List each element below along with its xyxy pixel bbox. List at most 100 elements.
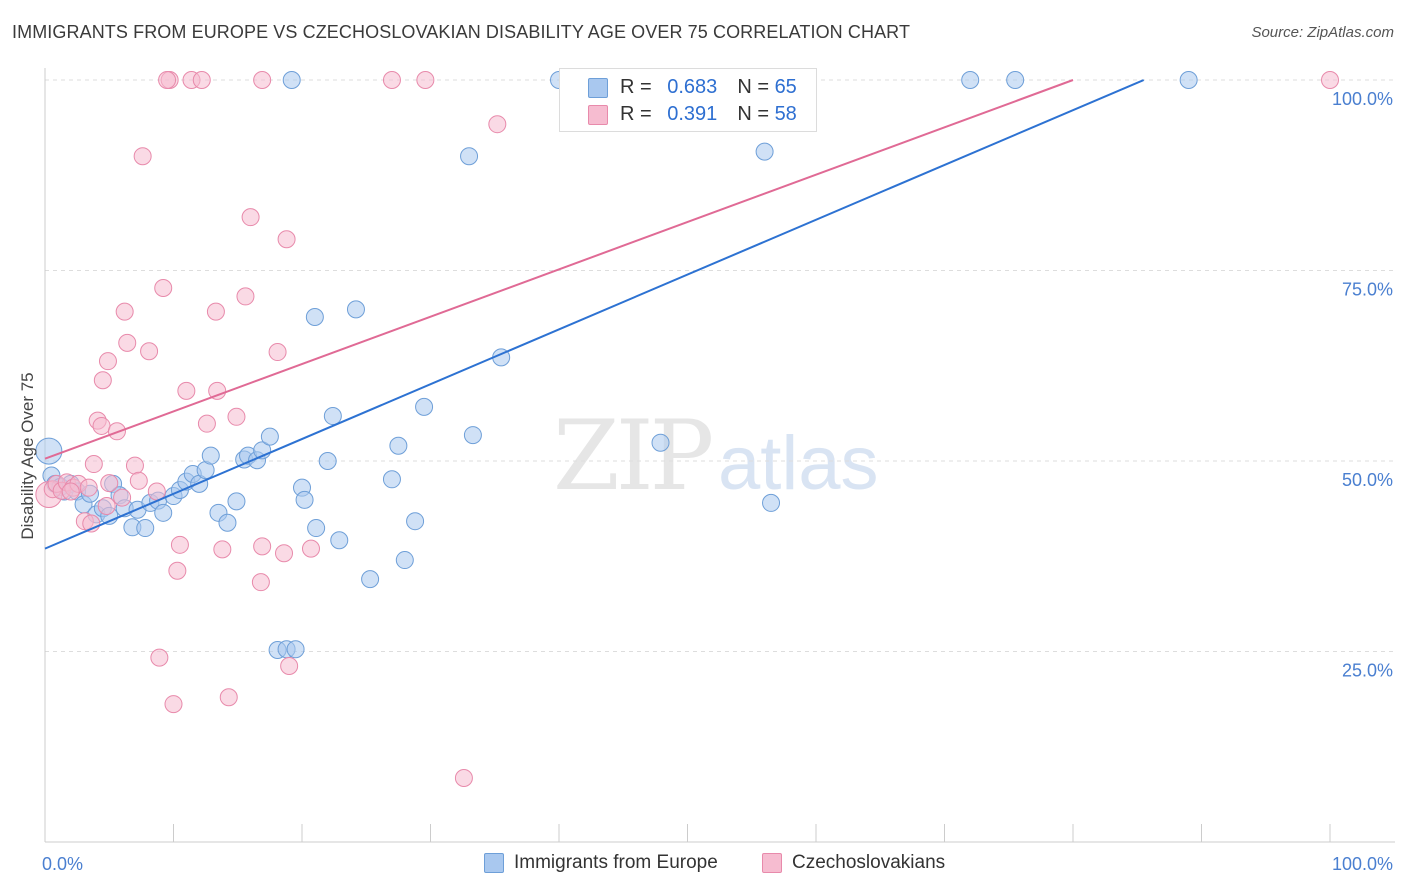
point-czech (164, 695, 183, 714)
point-czech (488, 115, 507, 134)
legend-swatch-czech (762, 853, 782, 873)
r-label: R = (620, 75, 652, 98)
point-czech (154, 279, 173, 298)
point-europe (154, 503, 173, 522)
point-europe (382, 470, 401, 489)
point-czech (454, 768, 473, 787)
point-europe (227, 492, 246, 511)
trendline-czech (44, 79, 1074, 460)
legend-item-europe[interactable]: Immigrants from Europe (484, 852, 718, 874)
legend-swatch-czech (588, 105, 608, 125)
source-label: Source: ZipAtlas.com (1251, 24, 1394, 41)
point-czech (140, 342, 159, 361)
point-europe (415, 397, 434, 416)
point-europe (1006, 71, 1025, 89)
legend-label-czech: Czechoslovakians (792, 852, 946, 873)
point-europe (330, 531, 349, 550)
point-czech (416, 71, 435, 89)
point-europe (295, 490, 314, 509)
watermark-zip: ZIP (553, 400, 714, 512)
point-europe (406, 512, 425, 531)
trendline-europe (44, 79, 1145, 550)
point-europe (762, 493, 781, 512)
point-czech (1321, 71, 1339, 89)
point-czech (150, 648, 169, 667)
point-czech (206, 302, 225, 321)
r-label: R = (620, 102, 652, 125)
point-europe (346, 300, 365, 319)
point-czech (125, 456, 144, 475)
point-europe (463, 426, 482, 445)
point-europe (389, 436, 408, 455)
point-czech (170, 535, 189, 554)
point-czech (84, 455, 103, 474)
point-europe (1179, 71, 1198, 89)
y-axis-label: Disability Age Over 75 (18, 372, 37, 540)
point-czech (301, 539, 320, 558)
point-europe (201, 446, 220, 465)
point-czech (241, 208, 260, 227)
legend-label-europe: Immigrants from Europe (514, 852, 718, 873)
point-czech (280, 656, 299, 675)
point-czech (115, 302, 134, 321)
point-europe (755, 142, 774, 161)
point-czech (253, 71, 272, 89)
y-tick-label: 50.0% (1342, 470, 1393, 490)
point-czech (227, 407, 246, 426)
point-czech (93, 371, 112, 390)
x-tick-label: 100.0% (1332, 854, 1393, 874)
point-europe (35, 437, 63, 465)
legend-swatch-europe (588, 78, 608, 98)
point-czech (133, 147, 152, 166)
legend-row-europe: R = 0.683 N = 65 (620, 74, 797, 100)
legend-row-czech: R = 0.391 N = 58 (620, 101, 797, 127)
point-europe (460, 147, 479, 166)
point-czech (382, 71, 401, 89)
point-czech (61, 482, 80, 501)
point-czech (98, 352, 117, 371)
point-europe (305, 307, 324, 326)
point-europe (286, 640, 305, 659)
point-czech (275, 544, 294, 563)
point-europe (307, 519, 326, 538)
point-czech (236, 287, 255, 306)
point-europe (218, 513, 237, 532)
x-tick-label: 0.0% (42, 854, 83, 874)
point-czech (177, 381, 196, 400)
r-value: 0.683 (667, 75, 718, 98)
watermark-atlas: atlas (718, 421, 879, 506)
legend-item-czech[interactable]: Czechoslovakians (762, 852, 945, 874)
point-europe (282, 71, 301, 89)
point-europe (318, 452, 337, 470)
point-czech (208, 381, 227, 400)
point-czech (192, 71, 211, 89)
point-czech (118, 333, 137, 352)
y-tick-label: 100.0% (1332, 89, 1393, 109)
r-value: 0.391 (667, 102, 718, 125)
point-europe (395, 551, 414, 570)
point-czech (219, 688, 238, 707)
series-legend: Immigrants from Europe Czechoslovakians (0, 852, 1406, 878)
n-value: 58 (774, 102, 797, 125)
point-czech (268, 343, 287, 362)
point-europe (651, 433, 670, 452)
chart-title: IMMIGRANTS FROM EUROPE VS CZECHOSLOVAKIA… (12, 22, 911, 42)
point-czech (158, 71, 177, 89)
point-czech (92, 416, 111, 435)
correlation-legend: R = 0.683 N = 65 R = 0.391 N = 58 (559, 68, 817, 132)
point-europe (323, 407, 342, 426)
point-czech (168, 561, 187, 580)
point-czech (129, 471, 148, 490)
point-europe (260, 427, 279, 446)
y-tick-label: 25.0% (1342, 661, 1393, 681)
point-czech (79, 478, 98, 497)
point-czech (251, 573, 270, 592)
point-europe (136, 519, 155, 538)
point-czech (213, 540, 232, 559)
y-tick-label: 75.0% (1342, 280, 1393, 300)
n-label: N = (737, 75, 769, 98)
point-europe (361, 570, 380, 589)
point-czech (277, 230, 296, 249)
legend-swatch-europe (484, 853, 504, 873)
